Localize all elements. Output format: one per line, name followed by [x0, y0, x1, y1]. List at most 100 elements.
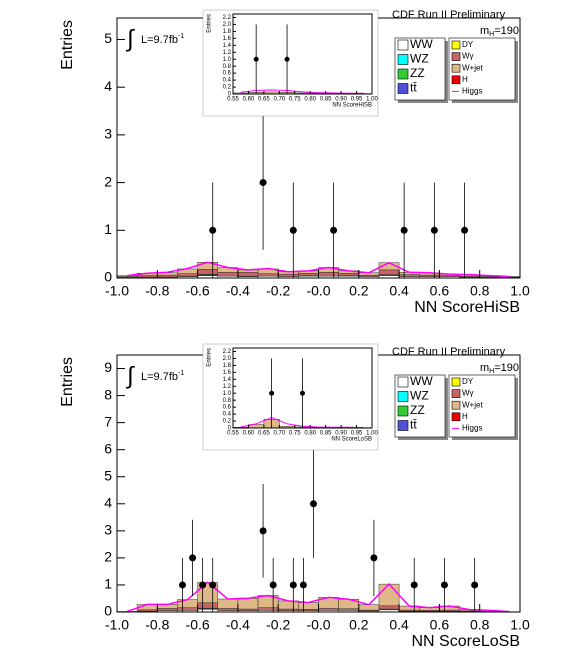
y-tick-label: 1	[104, 576, 112, 592]
luminosity-text: L=9.7fb	[141, 371, 178, 383]
x-tick-label: -0.4	[226, 617, 250, 633]
y-tick-label: 1.2	[223, 384, 232, 390]
y-tick-label: 3	[104, 126, 112, 142]
y-tick-label: 1.8	[223, 29, 232, 35]
inset-background	[202, 343, 379, 451]
luminosity-sup: -1	[178, 370, 184, 377]
y-tick-label: 8	[104, 386, 112, 402]
histogram-bar	[217, 598, 239, 609]
histogram-bar	[318, 607, 339, 611]
legend-label: W+jet	[462, 63, 483, 72]
legend-swatch	[451, 52, 461, 61]
y-tick-label: 9	[104, 359, 112, 375]
histogram-bar	[378, 605, 400, 610]
luminosity: L=9.7fb-1	[141, 33, 184, 46]
data-point	[209, 226, 217, 234]
y-tick-label: 0.4	[223, 78, 232, 84]
x-tick-label: 0.65	[258, 97, 270, 103]
legend-swatch	[451, 389, 461, 398]
y-tick-label: 2	[104, 549, 112, 565]
y-tick-label: 0.8	[223, 64, 232, 70]
x-tick-label: -1.0	[105, 283, 129, 299]
histogram-bar	[257, 273, 279, 277]
y-tick-label: 1	[104, 221, 112, 237]
x-tick-label: 0.8	[470, 617, 490, 633]
x-tick-label: 0.75	[289, 431, 301, 437]
legend-label: tt̄	[410, 418, 417, 432]
y-tick-label: 1.0	[223, 391, 232, 397]
legend-label: WZ	[410, 52, 429, 66]
x-tick-label: 1.0	[510, 283, 530, 299]
x-tick-label: 0.4	[389, 617, 409, 633]
legend-label: WW	[410, 374, 433, 388]
x-tick-label: -0.8	[145, 283, 169, 299]
histogram-bar	[318, 272, 339, 277]
legend-label: WZ	[410, 389, 429, 403]
legend-swatch	[397, 376, 409, 388]
mass-rest: =190	[494, 25, 519, 37]
x-tick-label: 0.65	[258, 431, 270, 437]
x-tick-label: 0.95	[351, 431, 363, 437]
y-tick-label: 0.2	[223, 85, 232, 91]
y-tick-label: 1.2	[223, 50, 232, 56]
luminosity-sup: -1	[178, 33, 184, 40]
histogram-bar	[237, 272, 259, 277]
x-tick-label: -0.8	[145, 617, 169, 633]
x-tick-label: -0.4	[226, 283, 250, 299]
legend-label: DY	[462, 40, 474, 49]
y-tick-label: 2.2	[223, 15, 232, 21]
mass-label: mH=190	[480, 25, 519, 38]
legend-label: Higgs	[462, 424, 482, 433]
x-tick-label: -0.0	[306, 283, 330, 299]
x-tick-label: -0.2	[266, 283, 290, 299]
data-point	[259, 527, 267, 535]
data-point	[309, 500, 317, 508]
legend-label: H	[462, 75, 468, 84]
legend-swatch	[397, 83, 409, 94]
data-point	[370, 554, 378, 562]
luminosity: L=9.7fb-1	[141, 370, 184, 383]
y-tick-label: 0	[104, 603, 112, 619]
x-tick-label: 0.60	[243, 431, 255, 437]
y-tick-label: 0.6	[223, 405, 232, 411]
higgs-line	[240, 89, 365, 94]
y-axis-label: Entries	[59, 20, 76, 70]
x-tick-label: 0.4	[389, 283, 409, 299]
y-tick-label: 5	[104, 467, 112, 483]
legend-label: H	[462, 412, 468, 421]
y-tick-label: 0	[228, 92, 232, 98]
y-tick-label: 6	[104, 440, 112, 456]
y-tick-label: 2.0	[223, 356, 232, 362]
x-axis-label: NN ScoreHiSB	[332, 103, 372, 109]
data-point	[300, 390, 305, 396]
legend-label: Wγ	[462, 389, 474, 398]
x-tick-label: 0.75	[289, 97, 301, 103]
data-point	[400, 226, 408, 234]
x-tick-label: 0.55	[227, 431, 239, 437]
legend-swatch	[397, 68, 409, 80]
legend-swatch	[397, 405, 409, 417]
legend-swatch	[451, 377, 461, 387]
y-tick-label: 3	[104, 522, 112, 538]
integral-sign: ∫	[125, 362, 135, 389]
x-tick-label: 1.00	[366, 431, 378, 437]
x-tick-label: 1.00	[366, 97, 378, 103]
data-point	[289, 581, 297, 589]
histogram-bar	[157, 608, 178, 611]
x-tick-label: -0.6	[186, 617, 210, 633]
x-axis-label: NN ScoreLoSB	[331, 437, 372, 443]
y-tick-label: 5	[104, 30, 112, 46]
histogram-bar	[177, 273, 198, 277]
x-tick-label: 0.60	[243, 97, 255, 103]
x-tick-label: -0.2	[266, 617, 290, 633]
legend-swatch	[397, 391, 409, 402]
x-tick-label: 0.6	[430, 617, 450, 633]
mass-rest: =190	[494, 362, 519, 374]
x-tick-label: 0.80	[304, 97, 316, 103]
data-point	[330, 226, 338, 234]
legend-swatch	[451, 75, 461, 85]
legend-label: DY	[462, 377, 474, 386]
histogram-bar	[217, 272, 239, 277]
